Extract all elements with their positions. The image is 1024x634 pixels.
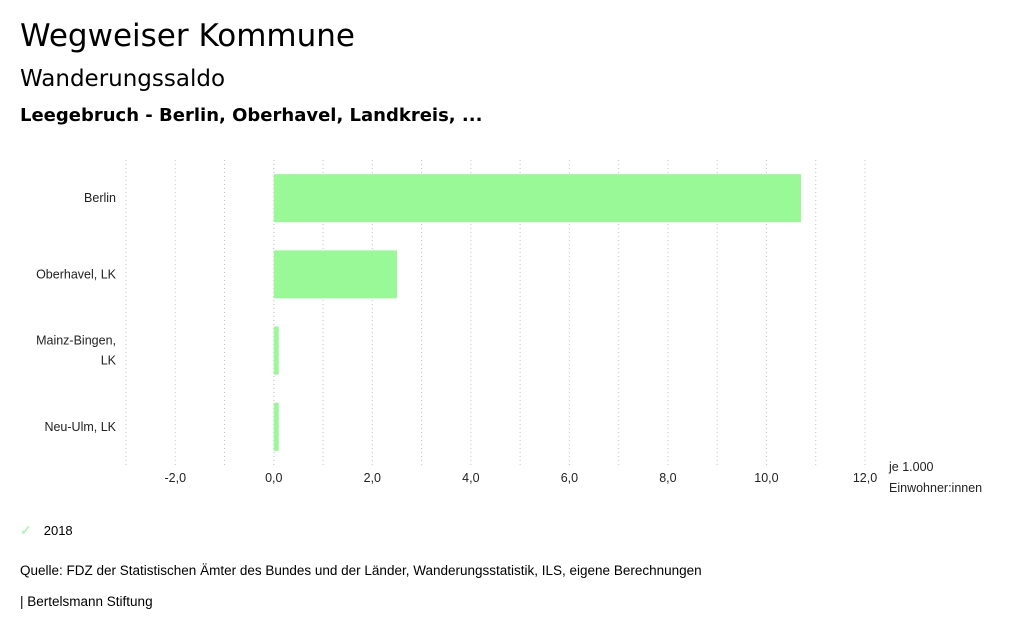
- category-label: Neu-Ulm, LK: [44, 420, 116, 434]
- category-label: Berlin: [84, 191, 116, 205]
- bar[interactable]: [273, 326, 279, 375]
- x-tick-label: 4,0: [462, 471, 479, 485]
- x-tick-label: 6,0: [561, 471, 578, 485]
- x-tick-label: 0,0: [265, 471, 282, 485]
- category-label: Mainz-Bingen, LK: [36, 334, 117, 368]
- check-icon: ✓: [20, 522, 32, 538]
- region-label: Leegebruch - Berlin, Oberhavel, Landkrei…: [20, 105, 483, 126]
- x-tick-label: 10,0: [754, 471, 778, 485]
- x-tick-label: 8,0: [659, 471, 676, 485]
- credit-note: | Bertelsmann Stiftung: [20, 594, 153, 609]
- x-axis-ticks: -2,0 0,0 2,0 4,0 6,0 8,0 10,0 12,0: [164, 471, 877, 485]
- bar[interactable]: [273, 402, 279, 451]
- chart-bars: [273, 174, 801, 451]
- bar[interactable]: [273, 174, 801, 223]
- chart-subtitle: Wanderungssaldo: [20, 66, 226, 92]
- x-tick-label: 12,0: [853, 471, 877, 485]
- page-title: Wegweiser Kommune: [20, 18, 355, 54]
- x-axis-label-line: Einwohner:innen: [889, 481, 982, 495]
- legend-label: 2018: [43, 523, 73, 538]
- chart-grid: [125, 160, 866, 465]
- source-note: Quelle: FDZ der Statistischen Ämter des …: [20, 563, 702, 578]
- chart-legend[interactable]: ✓ 2018: [20, 522, 73, 539]
- bar[interactable]: [273, 250, 397, 299]
- category-labels: Berlin Oberhavel, LK Mainz-Bingen, LK Neu-Ul…: [36, 191, 117, 434]
- category-label: Oberhavel, LK: [36, 267, 117, 281]
- x-tick-label: -2,0: [164, 471, 186, 485]
- x-axis-label-line: je 1.000: [888, 460, 934, 474]
- x-axis-label: je 1.000 Einwohner:innen: [888, 460, 982, 495]
- x-tick-label: 2,0: [364, 471, 381, 485]
